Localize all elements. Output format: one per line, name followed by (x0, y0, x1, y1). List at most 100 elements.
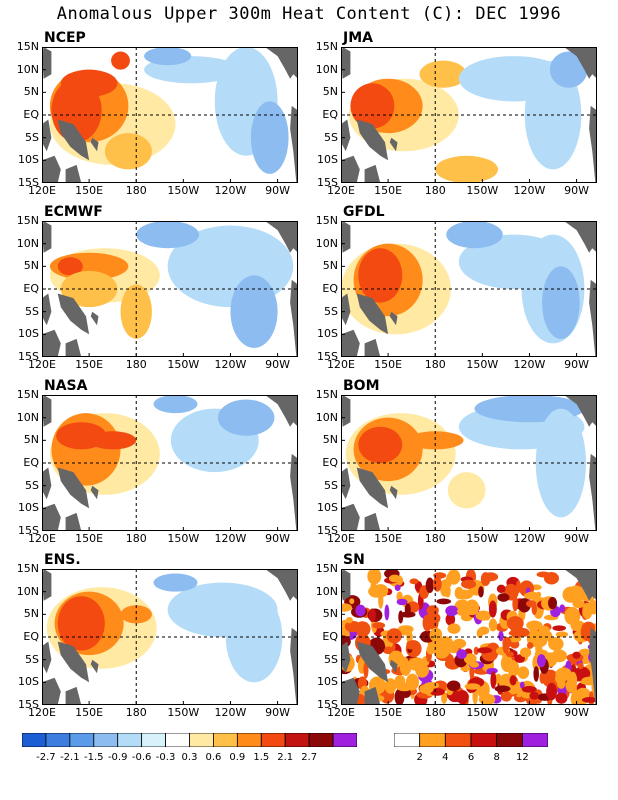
longitude-label: 90W (564, 532, 590, 545)
anomaly-contour (435, 155, 499, 183)
land-mass (290, 279, 298, 357)
colorbar-swatch (394, 733, 421, 747)
sn-ratio-cell (445, 613, 456, 626)
sn-ratio-cell (400, 611, 416, 618)
latitude-label: EQ (23, 456, 39, 469)
longitude-label: 120E (28, 706, 56, 719)
sn-ratio-cell (488, 600, 497, 618)
sn-ratio-cell (445, 605, 459, 617)
latitude-label: 15S (317, 350, 338, 363)
sn-ratio-cell (345, 616, 353, 624)
land-mass (42, 155, 61, 183)
sn-ratio-cell (526, 620, 543, 631)
colorbar-swatch (444, 733, 472, 747)
anomaly-contour (57, 257, 83, 276)
land-mass (341, 119, 351, 152)
colorbar-label: 8 (493, 752, 500, 763)
latitude-label: 15S (18, 176, 39, 189)
land-mass (564, 569, 597, 601)
latitude-label: 5N (23, 433, 39, 447)
sn-ratio-cell (446, 680, 461, 692)
sn-ratio-cell (506, 651, 514, 658)
anomaly-contour (144, 47, 192, 66)
longitude-label: 120E (28, 358, 56, 371)
sn-ratio-cell (534, 636, 548, 647)
land-mass (589, 105, 597, 183)
sn-ratio-cell (372, 584, 389, 598)
longitude-label: 180 (125, 706, 147, 719)
land-mass (42, 221, 52, 253)
land-mass (42, 467, 52, 500)
sn-ratio-cell (426, 644, 436, 655)
latitude-label: EQ (322, 282, 338, 295)
land-mass (290, 453, 298, 531)
land-mass (90, 311, 99, 326)
longitude-label: 150W (167, 358, 200, 371)
sn-ratio-cell (429, 627, 443, 643)
colorbar-label: -1.5 (84, 752, 104, 763)
sn-ratio-cell (425, 577, 435, 594)
longitude-label: 90W (265, 184, 291, 197)
sn-ratio-cell (519, 647, 532, 658)
colorbar-swatch (213, 733, 238, 747)
land-mass (42, 569, 52, 601)
longitude-label: 120W (513, 706, 546, 719)
latitude-label: EQ (322, 456, 338, 469)
sn-ratio-cell (509, 675, 517, 686)
land-mass (364, 338, 381, 357)
sn-ratio-cell (519, 681, 525, 689)
longitude-label: 120W (214, 532, 247, 545)
anomaly-contour (136, 221, 200, 249)
latitude-label: 15N (315, 388, 338, 401)
latitude-label: 10S (18, 675, 39, 689)
sn-ratio-cell (524, 591, 541, 600)
longitude-label: 120W (513, 184, 546, 197)
anomaly-colorbar (22, 733, 357, 747)
sn-ratio-cell (447, 623, 461, 634)
colorbar-label: 2.7 (301, 752, 318, 763)
land-mass (90, 485, 99, 500)
longitude-label: 150W (167, 184, 200, 197)
anomaly-contour (446, 221, 503, 249)
sn-ratio-cell (433, 641, 451, 659)
heat-content-map (341, 395, 597, 531)
longitude-label: 120E (327, 706, 355, 719)
colorbar-label: 12 (515, 752, 529, 763)
colorbar-label: 2.1 (277, 752, 294, 763)
land-mass (265, 221, 298, 253)
sn-ratio-cell (475, 610, 492, 621)
land-mass (57, 641, 90, 683)
latitude-label: 15N (315, 214, 338, 227)
latitude-label: 10N (315, 410, 338, 424)
land-mass (341, 329, 360, 357)
sn-ratio-cell (456, 649, 467, 660)
sn-ratio-cell (496, 584, 506, 594)
latitude-label: 10S (317, 327, 338, 341)
sn-ratio-cell (500, 691, 512, 702)
anomaly-contour (549, 51, 588, 88)
colorbar-label: -0.3 (155, 752, 176, 763)
latitude-label: 5N (322, 607, 338, 621)
land-mass (589, 627, 597, 705)
longitude-label: 150W (167, 706, 200, 719)
sn-ratio-cell (517, 666, 530, 679)
sn-ratio-cell (526, 642, 534, 649)
colorbar-swatch (141, 733, 166, 747)
sn-ratio-cell (386, 628, 402, 644)
sn-ratio-cell (559, 604, 566, 613)
latitude-label: 15N (16, 388, 39, 401)
colorbar-label: -0.9 (107, 752, 128, 763)
land-mass (389, 311, 398, 326)
anomaly-contour (358, 248, 403, 303)
anomaly-contour (120, 605, 152, 624)
latitude-label: 10S (18, 501, 39, 515)
colorbar-swatch (308, 733, 334, 747)
sn-ratio-cell (433, 572, 447, 579)
longitude-label: 150W (466, 706, 499, 719)
land-mass (389, 659, 398, 674)
longitude-label: 90W (564, 358, 590, 371)
latitude-label: EQ (23, 282, 39, 295)
sn-ratio-cell (476, 628, 484, 638)
sn-ratio-cell (547, 596, 558, 610)
heat-content-map (42, 221, 298, 357)
